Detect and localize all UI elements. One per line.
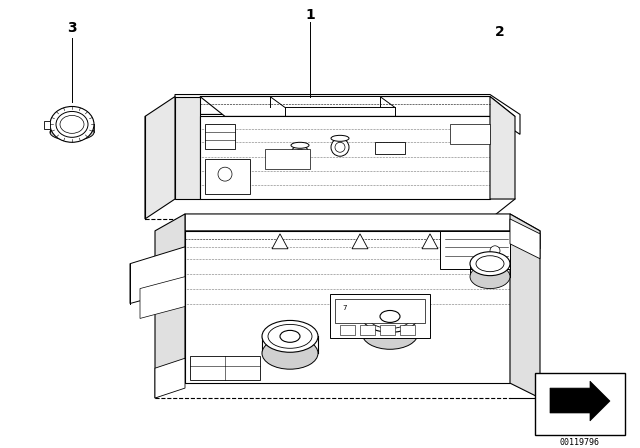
Ellipse shape xyxy=(362,318,418,349)
Polygon shape xyxy=(200,96,515,116)
Ellipse shape xyxy=(50,125,94,140)
Polygon shape xyxy=(450,125,490,144)
Polygon shape xyxy=(510,214,540,398)
Text: 00119796: 00119796 xyxy=(560,438,600,447)
Polygon shape xyxy=(535,373,625,435)
Polygon shape xyxy=(205,159,250,194)
Ellipse shape xyxy=(280,330,300,342)
Polygon shape xyxy=(190,356,260,380)
Ellipse shape xyxy=(470,265,510,289)
Polygon shape xyxy=(422,234,438,249)
Text: 3: 3 xyxy=(67,21,77,35)
Text: 7: 7 xyxy=(343,306,348,311)
Ellipse shape xyxy=(262,320,318,352)
Polygon shape xyxy=(155,358,185,398)
Circle shape xyxy=(295,149,305,159)
Polygon shape xyxy=(330,293,430,338)
Text: 1: 1 xyxy=(305,8,315,22)
Polygon shape xyxy=(145,96,175,219)
Polygon shape xyxy=(335,298,425,323)
Polygon shape xyxy=(510,219,540,259)
Polygon shape xyxy=(375,142,405,154)
Ellipse shape xyxy=(291,142,309,148)
Ellipse shape xyxy=(63,117,81,131)
Polygon shape xyxy=(265,149,310,169)
Ellipse shape xyxy=(476,256,504,271)
Circle shape xyxy=(335,142,345,152)
Ellipse shape xyxy=(60,116,84,134)
Polygon shape xyxy=(140,277,185,319)
Ellipse shape xyxy=(331,135,349,141)
Polygon shape xyxy=(380,325,395,336)
Ellipse shape xyxy=(268,324,312,348)
Circle shape xyxy=(490,246,500,256)
Polygon shape xyxy=(185,214,540,249)
Polygon shape xyxy=(360,325,375,336)
Polygon shape xyxy=(205,125,235,149)
Ellipse shape xyxy=(56,112,88,138)
Polygon shape xyxy=(200,116,490,199)
Ellipse shape xyxy=(368,305,412,328)
Polygon shape xyxy=(400,325,415,336)
Ellipse shape xyxy=(362,301,418,332)
Circle shape xyxy=(291,145,309,163)
Polygon shape xyxy=(272,234,288,249)
Ellipse shape xyxy=(262,337,318,369)
Polygon shape xyxy=(490,96,515,199)
Polygon shape xyxy=(175,96,200,199)
Circle shape xyxy=(331,138,349,156)
Polygon shape xyxy=(130,247,185,303)
Polygon shape xyxy=(352,234,368,249)
Ellipse shape xyxy=(50,107,94,142)
Polygon shape xyxy=(175,95,520,134)
Polygon shape xyxy=(440,231,510,269)
Text: 2: 2 xyxy=(495,25,505,39)
Circle shape xyxy=(218,167,232,181)
Polygon shape xyxy=(155,214,185,398)
Polygon shape xyxy=(44,121,50,129)
Ellipse shape xyxy=(470,252,510,276)
Polygon shape xyxy=(550,381,610,421)
Ellipse shape xyxy=(380,310,400,323)
Polygon shape xyxy=(340,325,355,336)
Polygon shape xyxy=(270,96,395,108)
Polygon shape xyxy=(185,231,510,383)
